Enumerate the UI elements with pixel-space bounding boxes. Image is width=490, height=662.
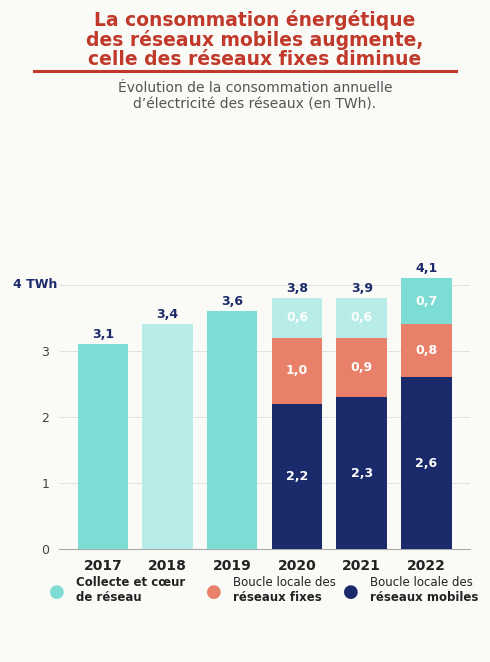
Bar [337,397,387,549]
Text: Collecte et cœur: Collecte et cœur [76,576,185,589]
Text: des réseaux mobiles augmente,: des réseaux mobiles augmente, [86,30,423,50]
Text: 1,0: 1,0 [286,364,308,377]
Text: 0,6: 0,6 [286,311,308,324]
Text: celle des réseaux fixes diminue: celle des réseaux fixes diminue [88,50,421,69]
Text: 0,8: 0,8 [416,344,438,357]
Text: de réseau: de réseau [76,591,142,604]
Text: ●: ● [49,583,65,602]
Text: 2,2: 2,2 [286,470,308,483]
Text: 2,3: 2,3 [351,467,373,480]
Text: Boucle locale des: Boucle locale des [370,576,473,589]
Text: 3,6: 3,6 [221,295,243,308]
Bar [142,324,193,549]
Text: d’électricité des réseaux (en TWh).: d’électricité des réseaux (en TWh). [133,98,376,112]
Bar [337,298,387,338]
Text: ●: ● [343,583,359,602]
Text: 0,7: 0,7 [416,295,438,308]
Bar [272,404,322,549]
Bar [272,298,322,338]
Bar [337,338,387,397]
Bar [272,338,322,404]
Text: réseaux fixes: réseaux fixes [233,591,321,604]
Text: La consommation énergétique: La consommation énergétique [94,10,416,30]
Text: 0,9: 0,9 [351,361,373,374]
Bar [401,377,452,549]
Text: 3,1: 3,1 [92,328,114,341]
Text: 3,9: 3,9 [351,281,373,295]
Text: ●: ● [206,583,221,602]
Text: Évolution de la consommation annuelle: Évolution de la consommation annuelle [118,81,392,95]
Bar [401,278,452,324]
Bar [77,344,128,549]
Text: 3,8: 3,8 [286,281,308,295]
Bar [401,324,452,377]
Text: 4 TWh: 4 TWh [13,278,57,291]
Bar [207,311,257,549]
Text: 4,1: 4,1 [416,261,438,275]
Text: réseaux mobiles: réseaux mobiles [370,591,478,604]
Text: Boucle locale des: Boucle locale des [233,576,336,589]
Text: 3,4: 3,4 [156,308,178,321]
Text: 2,6: 2,6 [416,457,438,470]
Text: 0,6: 0,6 [351,311,373,324]
